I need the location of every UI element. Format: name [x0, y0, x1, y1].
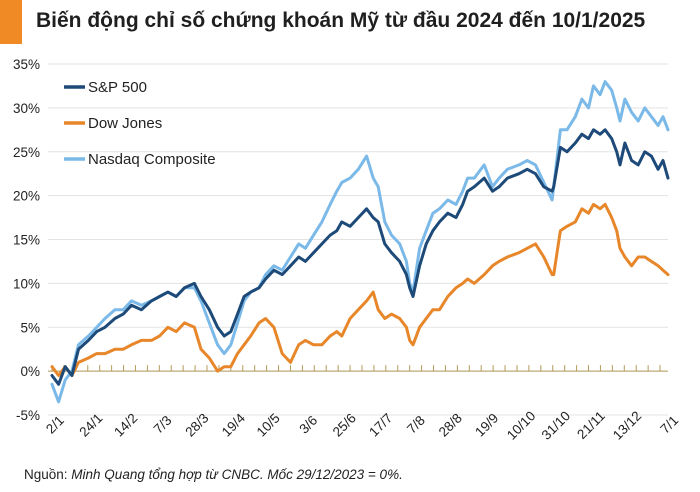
x-tick-label: 2/1	[43, 413, 67, 437]
source-note-prefix: Nguồn:	[24, 467, 72, 482]
y-axis: -5% 0% 5% 10% 15% 20% 25% 30% 35%	[13, 57, 40, 423]
series-line-sp500	[50, 128, 670, 386]
x-tick-label: 3/6	[296, 413, 320, 437]
y-tick-label: 15%	[13, 233, 40, 248]
legend: S&P 500 Dow Jones Nasdaq Composite	[64, 79, 216, 168]
y-tick-label: 5%	[20, 320, 40, 335]
y-tick-label: 20%	[13, 189, 40, 204]
x-tick-label: 7/8	[404, 413, 428, 437]
y-tick-label: 35%	[13, 57, 40, 72]
x-tick-label: 21/11	[574, 408, 608, 442]
y-tick-label: 30%	[13, 101, 40, 116]
x-tick-label: 7/1	[657, 413, 681, 437]
x-tick-label: 13/12	[610, 408, 645, 443]
series-line-dow	[50, 202, 670, 377]
y-tick-label: 0%	[20, 364, 40, 379]
legend-label-sp500: S&P 500	[88, 79, 147, 96]
x-tick-label: 10/10	[504, 408, 539, 443]
y-tick-label: 25%	[13, 145, 40, 160]
chart-title: Biến động chỉ số chứng khoán Mỹ từ đầu 2…	[36, 9, 646, 32]
x-tick-label: 31/10	[539, 408, 574, 443]
title-accent-bar	[0, 0, 22, 44]
zero-baseline	[48, 365, 668, 372]
source-note-text: Minh Quang tổng hợp từ CNBC. Mốc 29/12/2…	[71, 467, 403, 482]
legend-label-nasdaq: Nasdaq Composite	[88, 151, 216, 168]
x-axis: 2/1 24/1 14/2 7/3 28/3 19/4 10/5 3/6 25/6 17/7 7/8…	[43, 408, 681, 443]
y-tick-label: 10%	[13, 276, 40, 291]
series-lines	[50, 80, 670, 404]
legend-label-dow: Dow Jones	[88, 115, 162, 132]
y-tick-label: -5%	[16, 408, 40, 423]
x-tick-label: 7/3	[151, 413, 175, 437]
source-note: Nguồn: Minh Quang tổng hợp từ CNBC. Mốc …	[24, 467, 403, 482]
